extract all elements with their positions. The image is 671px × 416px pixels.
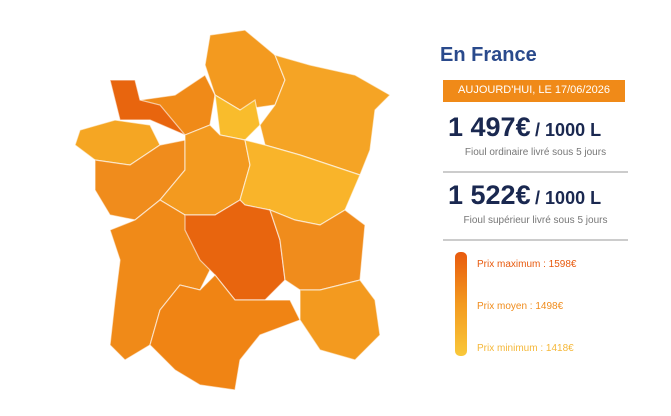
title: En France	[440, 44, 537, 66]
date: AUJOURD'HUI, LE 17/06/2026	[458, 84, 610, 96]
legend-max: Prix maximum : 1598€	[477, 259, 577, 270]
description: Fioul supérieur livré sous 5 jours	[463, 215, 608, 226]
date-banner	[443, 80, 625, 102]
legend-bar	[455, 252, 467, 356]
price-line: 1 497€ / 1000 L	[448, 112, 601, 143]
unit: / 1000 L	[535, 120, 602, 140]
price: 1 522€	[448, 180, 531, 210]
region	[149, 274, 301, 391]
price: 1 497€	[448, 112, 531, 142]
legend-min: Prix minimum : 1418€	[477, 343, 574, 354]
region	[299, 279, 381, 361]
description: Fioul ordinaire livré sous 5 jours	[464, 147, 607, 158]
price-line: 1 522€ / 1000 L	[448, 180, 601, 211]
unit: / 1000 L	[535, 188, 602, 208]
legend-avg: Prix moyen : 1498€	[477, 301, 564, 312]
